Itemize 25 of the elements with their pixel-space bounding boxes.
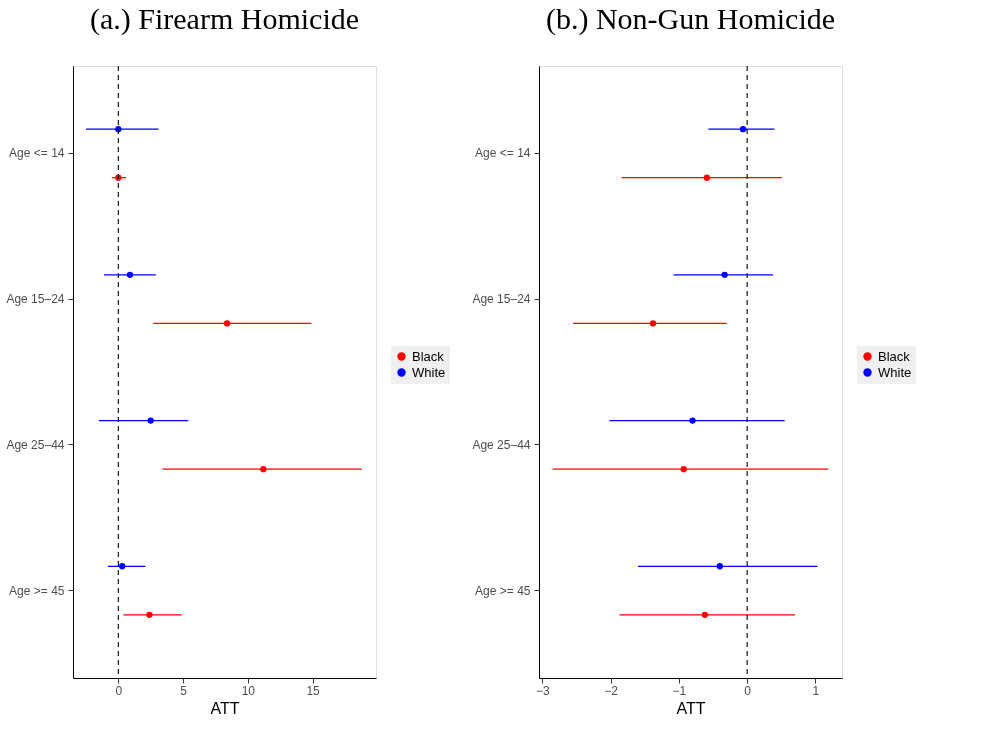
x-tick-label: 5 <box>180 683 188 698</box>
chart-title: (a.) Firearm Homicide <box>89 2 360 37</box>
y-tick-label: Age >= 45 <box>475 583 531 598</box>
x-tick-label: −3 <box>536 683 551 698</box>
legend-label: Black <box>878 348 911 364</box>
x-axis-title: ATT <box>676 699 706 717</box>
y-tick-label: Age 15–24 <box>6 292 65 307</box>
x-tick-label: −1 <box>672 683 687 698</box>
legend-label: Black <box>412 348 445 364</box>
x-tick-label: −2 <box>604 683 619 698</box>
x-tick-label: 0 <box>115 683 123 698</box>
x-tick-label: 15 <box>306 683 321 698</box>
x-axis-title: ATT <box>210 699 240 717</box>
x-tick-label: 1 <box>812 683 820 698</box>
y-tick-label: Age <= 14 <box>475 146 531 161</box>
y-tick-label: Age <= 14 <box>9 146 65 161</box>
y-tick-label: Age >= 45 <box>9 583 65 598</box>
y-tick-label: Age 15–24 <box>472 292 531 307</box>
chart-title: (b.) Non-Gun Homicide <box>545 2 836 37</box>
y-tick-label: Age 25–44 <box>6 437 65 452</box>
legend-label: White <box>412 364 446 380</box>
y-tick-label: Age 25–44 <box>472 437 531 452</box>
x-tick-label: 10 <box>241 683 256 698</box>
x-tick-label: 0 <box>744 683 752 698</box>
legend-label: White <box>878 364 912 380</box>
